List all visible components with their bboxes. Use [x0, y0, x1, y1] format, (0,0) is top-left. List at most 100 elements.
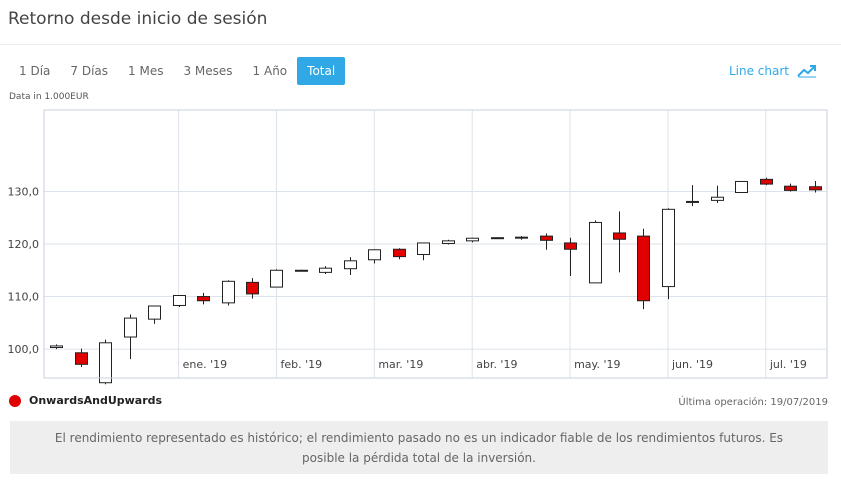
x-tick-label: may. '19 [574, 358, 620, 371]
candle [393, 248, 406, 260]
candle-body-up [99, 342, 112, 384]
candle-body-down [637, 235, 650, 302]
plot-frame [43, 109, 828, 379]
candle-body-down [75, 352, 88, 365]
candle [466, 237, 479, 243]
candle-body-down [760, 178, 773, 185]
candle-body-up [50, 345, 63, 349]
line-chart-toggle[interactable]: Line chart [729, 64, 817, 78]
disclaimer-text: El rendimiento representado es histórico… [54, 430, 784, 465]
tab-1-ano[interactable]: 1 Año [252, 64, 288, 78]
candle-body-up [368, 249, 381, 261]
candle-body-up [442, 240, 455, 244]
candle-body-up [344, 260, 357, 270]
candle [760, 177, 773, 186]
candle [295, 269, 308, 272]
candle-body-up [466, 237, 479, 242]
candle-body-down [809, 186, 822, 191]
candle-body-down [613, 232, 626, 240]
x-tick-label: jun. '19 [671, 358, 713, 371]
candle [735, 180, 748, 194]
candle-body-down [393, 248, 406, 258]
legend-series-name: OnwardsAndUpwards [29, 394, 163, 407]
candle [613, 211, 626, 273]
line-chart-icon [797, 65, 816, 78]
x-tick-label: jul. '19 [769, 358, 807, 371]
candle-body-up [417, 242, 430, 256]
candle-body-up [711, 196, 724, 201]
candle-body-up [319, 267, 332, 273]
candle-body-up [270, 269, 283, 288]
candle-body-down [784, 185, 797, 191]
candle [197, 292, 210, 305]
x-tick-label: abr. '19 [476, 358, 517, 371]
candle-body-up [589, 221, 602, 284]
page-title: Retorno desde inicio de sesión [8, 9, 268, 29]
y-tick-label: 120,0 [8, 238, 40, 251]
tab-1-mes[interactable]: 1 Mes [128, 64, 164, 78]
candle [564, 237, 577, 277]
candle [491, 237, 504, 240]
y-axis-ticks: 100,0 110,0 120,0 130,0 [8, 185, 40, 356]
legend-dot-icon [9, 394, 21, 407]
candle [270, 269, 283, 288]
last-operation: Última operación: 19/07/2019 [678, 397, 828, 408]
x-axis-ticks: ene. '19 feb. '19 mar. '19 abr. '19 may. '19… [183, 358, 807, 371]
candle-body-up [222, 280, 235, 304]
candle [319, 266, 332, 274]
candle [589, 220, 602, 284]
candle-body-down [246, 281, 259, 295]
tab-total[interactable]: Total [297, 57, 346, 85]
candle-body-down [197, 296, 210, 302]
candle [50, 344, 63, 350]
disclaimer-box: El rendimiento representado es histórico… [10, 421, 828, 474]
candle-body-up [173, 294, 186, 306]
line-chart-label: Line chart [728, 64, 789, 78]
tab-3-meses[interactable]: 3 Meses [183, 64, 233, 78]
candle-body-down [564, 242, 577, 250]
candle [124, 314, 137, 360]
y-tick-label: 110,0 [8, 291, 40, 304]
candle-body-up [662, 208, 675, 288]
candle [368, 249, 381, 264]
candle [515, 236, 528, 240]
candle [99, 339, 112, 385]
candle [540, 233, 553, 250]
unit-label: Data in 1.000EUR [9, 92, 89, 102]
x-tick-label: feb. '19 [280, 358, 322, 371]
candle [344, 257, 357, 276]
candle [662, 208, 675, 300]
candle-body-up [491, 237, 504, 240]
candle-body-up [515, 236, 528, 239]
tab-7-dias[interactable]: 7 Días [70, 64, 109, 78]
chart-grid [44, 110, 827, 378]
candle [246, 278, 259, 299]
candle [442, 239, 455, 245]
candle-body-down [540, 235, 553, 241]
candle [222, 280, 235, 306]
candle [173, 294, 186, 308]
y-tick-label: 100,0 [8, 343, 40, 356]
candle [686, 185, 699, 207]
candle [148, 305, 161, 324]
candle-body-up [148, 305, 161, 320]
candle-body-up [735, 180, 748, 194]
candle-body-up [686, 200, 699, 203]
x-tick-label: ene. '19 [183, 358, 228, 371]
candle [711, 185, 724, 204]
candle [417, 242, 430, 261]
candle-body-up [124, 317, 137, 338]
candle [75, 348, 88, 367]
candles [50, 177, 822, 385]
tab-1-dia[interactable]: 1 Día [19, 64, 51, 78]
legend[interactable]: OnwardsAndUpwards [9, 394, 162, 407]
period-tabs: 1 Día 7 Días 1 Mes 3 Meses 1 Año Total [9, 57, 346, 85]
candle [809, 180, 822, 193]
x-tick-label: mar. '19 [378, 358, 423, 371]
candlestick-chart: 100,0 110,0 120,0 130,0 ene. '19 feb. '19 mar… [8, 109, 828, 385]
candle [784, 183, 797, 192]
y-tick-label: 130,0 [8, 185, 40, 198]
candle-body-up [295, 269, 308, 272]
candle [637, 228, 650, 310]
header-divider [0, 44, 841, 45]
